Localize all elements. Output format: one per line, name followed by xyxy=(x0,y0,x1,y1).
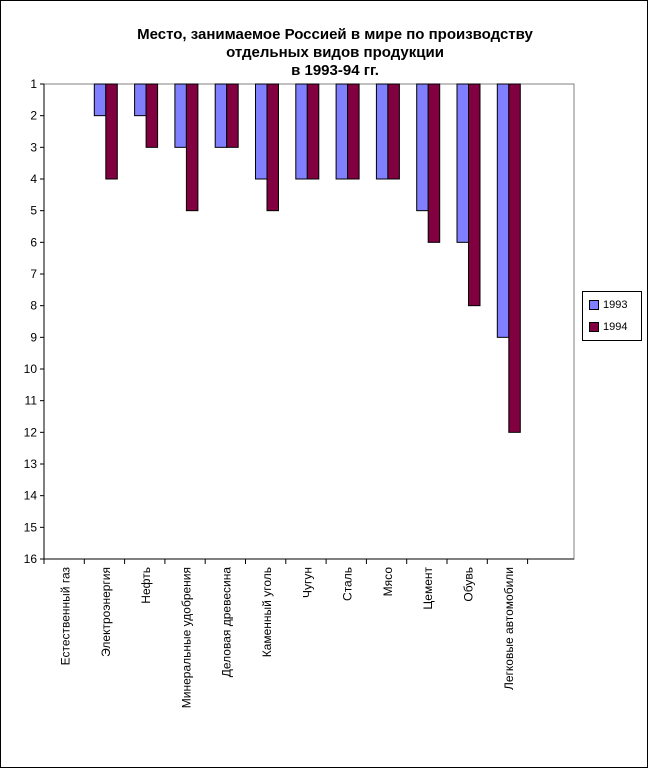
bar-1994-10 xyxy=(427,83,441,243)
x-category-label: Чугун xyxy=(300,567,314,598)
bar-1993-5 xyxy=(214,83,228,148)
y-tick-label: 8 xyxy=(30,299,37,313)
legend-item-1993: 1993 xyxy=(589,298,627,312)
x-category-label: Цемент xyxy=(421,567,435,610)
x-category-label: Нефть xyxy=(139,567,153,604)
bar-1993-11 xyxy=(456,83,469,243)
x-category-label: Минеральные удобрения xyxy=(179,567,193,708)
y-tick-label: 16 xyxy=(24,552,38,566)
legend: 1993 1994 xyxy=(582,291,642,341)
bar-1994-5 xyxy=(226,83,239,148)
bar-1994-8 xyxy=(347,83,360,180)
bar-1994-4 xyxy=(185,83,199,212)
bar-1993-4 xyxy=(174,83,187,148)
y-tick-label: 9 xyxy=(30,330,37,344)
y-tick-label: 1 xyxy=(30,77,37,91)
chart-title: Место, занимаемое Россией в мире по прои… xyxy=(40,26,630,80)
bar-1994-6 xyxy=(266,83,279,212)
legend-item-1994: 1994 xyxy=(589,320,627,334)
x-category-label: Сталь xyxy=(341,567,355,601)
y-tick-label: 15 xyxy=(24,520,38,534)
x-category-label: Каменный уголь xyxy=(260,567,274,657)
chart-title-line-2: отдельных видов продукции xyxy=(226,44,444,61)
bar-1993-8 xyxy=(335,83,349,180)
legend-label-1994: 1994 xyxy=(603,321,628,333)
y-tick-label: 3 xyxy=(30,140,37,154)
x-category-label: Естественный газ xyxy=(59,567,73,666)
legend-label-1993: 1993 xyxy=(603,299,628,311)
bar-1994-2 xyxy=(105,83,118,180)
chart-title-line-3: в 1993-94 гг. xyxy=(291,62,379,79)
y-tick-label: 2 xyxy=(30,109,37,123)
x-category-label: Обувь xyxy=(462,567,476,602)
y-tick-label: 4 xyxy=(30,172,37,186)
legend-swatch-1994 xyxy=(589,322,599,332)
bar-1993-3 xyxy=(134,83,147,117)
y-tick-label: 12 xyxy=(24,425,38,439)
x-category-label: Деловая древесина xyxy=(220,567,234,678)
bar-1993-9 xyxy=(375,83,389,180)
bar-1993-10 xyxy=(416,83,429,212)
y-tick-label: 5 xyxy=(30,204,37,218)
y-tick-label: 6 xyxy=(30,235,37,249)
bar-1993-6 xyxy=(255,83,268,180)
x-category-label: Легковые автомобили xyxy=(502,567,516,690)
bar-1993-7 xyxy=(295,83,308,180)
x-category-label: Мясо xyxy=(381,567,395,597)
bar-1994-3 xyxy=(145,83,159,148)
bar-1994-9 xyxy=(387,83,400,180)
y-tick-label: 11 xyxy=(25,394,38,408)
chart-title-line-1: Место, занимаемое Россией в мире по прои… xyxy=(137,26,533,43)
y-tick-label: 13 xyxy=(24,457,38,471)
y-tick-label: 10 xyxy=(24,362,38,376)
bar-1993-2 xyxy=(93,83,107,117)
legend-swatch-1993 xyxy=(589,300,599,310)
y-tick-label: 14 xyxy=(24,489,38,503)
x-category-label: Электроэнергия xyxy=(99,567,113,657)
bar-1994-11 xyxy=(468,83,481,307)
y-tick-label: 7 xyxy=(30,267,37,281)
bar-1993-12 xyxy=(496,83,510,338)
bar-1994-12 xyxy=(508,83,521,433)
bar-1994-7 xyxy=(306,83,320,180)
